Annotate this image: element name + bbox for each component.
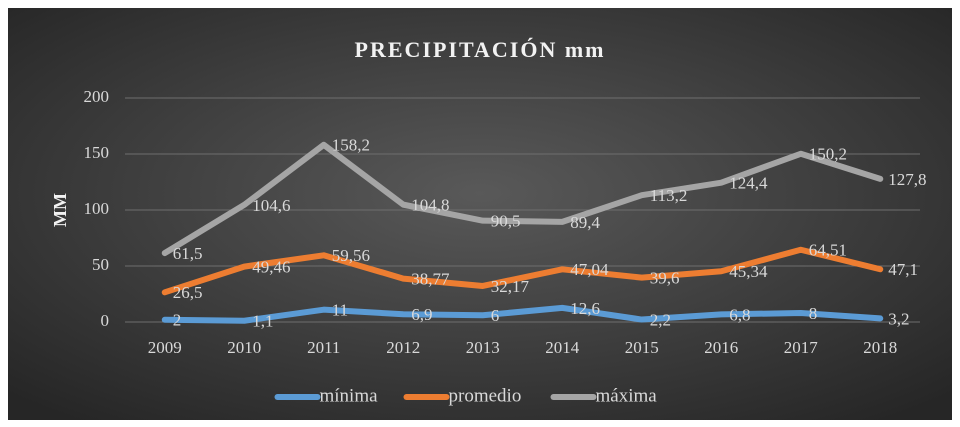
data-label: 45,34 (729, 262, 768, 281)
x-tick-label: 2012 (386, 338, 420, 357)
data-label: 3,2 (888, 309, 909, 328)
data-label: 89,4 (570, 213, 600, 232)
data-label: 2 (173, 311, 182, 330)
data-label: 12,6 (570, 299, 600, 318)
y-tick-label: 200 (84, 87, 110, 106)
y-tick-label: 100 (84, 199, 110, 218)
data-label: 49,46 (252, 258, 290, 277)
data-label: 39,6 (650, 269, 680, 288)
series-line (161, 246, 884, 296)
x-tick-label: 2016 (704, 338, 738, 357)
series-line (161, 304, 884, 324)
data-label: 32,17 (491, 277, 530, 296)
x-tick-label: 2017 (784, 338, 819, 357)
data-label: 47,04 (570, 260, 609, 279)
series-line (161, 141, 884, 257)
data-label: 11 (332, 301, 348, 320)
data-label: 61,5 (173, 244, 203, 263)
y-axis-label: MM (50, 193, 70, 227)
x-tick-label: 2013 (466, 338, 500, 357)
data-label: 1,1 (252, 312, 273, 331)
data-label: 2,2 (650, 310, 671, 329)
legend-label: máxima (596, 385, 658, 406)
y-tick-label: 150 (84, 143, 110, 162)
data-label: 158,2 (332, 136, 370, 155)
data-label: 47,1 (888, 260, 918, 279)
data-label: 38,77 (411, 269, 450, 288)
data-label: 26,5 (173, 283, 203, 302)
chart-title: PRECIPITACIÓN mm (355, 37, 606, 62)
data-label: 124,4 (729, 174, 768, 193)
data-label: 6,9 (411, 305, 432, 324)
data-label: 150,2 (809, 145, 847, 164)
data-label: 90,5 (491, 212, 521, 231)
data-label: 127,8 (888, 170, 926, 189)
data-label: 8 (809, 304, 818, 323)
x-tick-label: 2018 (863, 338, 897, 357)
x-tick-label: 2010 (227, 338, 261, 357)
data-label: 64,51 (809, 241, 847, 260)
legend-label: mínima (320, 385, 379, 406)
chart-background (8, 8, 952, 420)
legend-label: promedio (449, 385, 522, 406)
x-tick-label: 2009 (148, 338, 182, 357)
x-tick-label: 2011 (307, 338, 340, 357)
data-label: 104,6 (252, 196, 290, 215)
data-label: 6,8 (729, 305, 750, 324)
y-tick-label: 0 (101, 311, 110, 330)
data-label: 104,8 (411, 196, 449, 215)
data-label: 6 (491, 306, 500, 325)
data-label: 113,2 (650, 186, 688, 205)
data-label: 59,56 (332, 246, 370, 265)
x-tick-label: 2015 (625, 338, 659, 357)
x-tick-label: 2014 (545, 338, 580, 357)
y-tick-label: 50 (92, 255, 109, 274)
